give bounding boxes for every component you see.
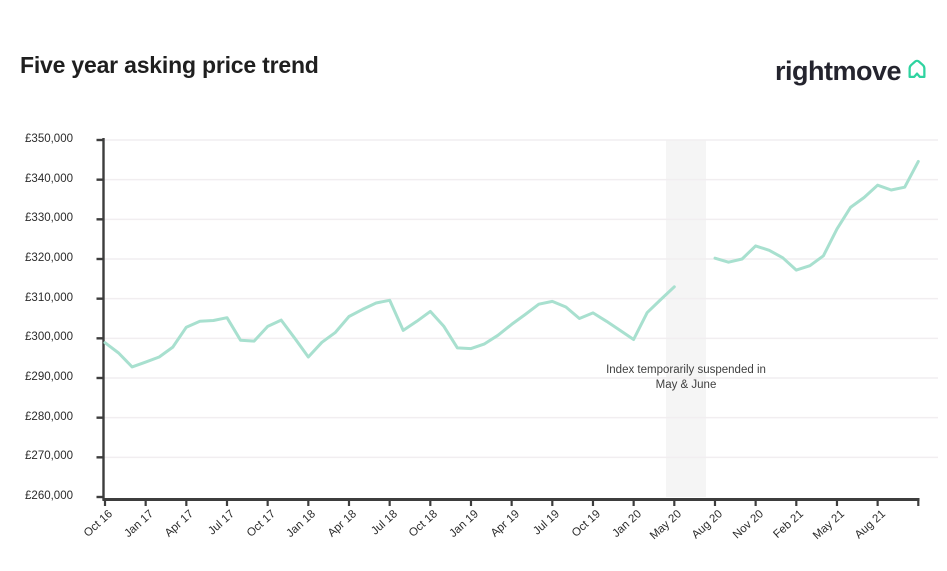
index-suspension-annotation: Index temporarily suspended in May & Jun… [576, 363, 796, 393]
suspended-index-band [666, 140, 706, 497]
rightmove-logo-text: rightmove [774, 56, 902, 86]
annotation-line-1: Index temporarily suspended in [606, 364, 766, 376]
annotation-line-2: May & June [655, 379, 717, 391]
chart-title: Five year asking price trend [20, 52, 319, 78]
rightmove-house-icon [908, 59, 926, 79]
asking-price-line [103, 159, 920, 369]
rightmove-logo: rightmove [775, 54, 930, 88]
